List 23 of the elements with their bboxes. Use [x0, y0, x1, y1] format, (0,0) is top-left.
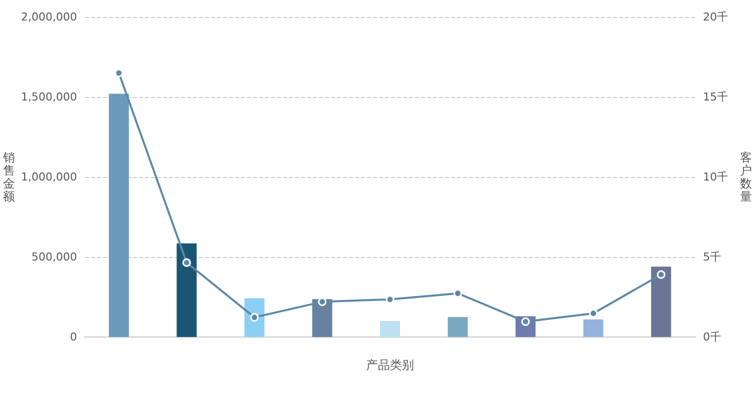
y2-tick-label: 15千: [703, 90, 728, 104]
y-axis-title: 销售金额: [2, 150, 15, 204]
bar: [108, 94, 129, 337]
point: [250, 313, 259, 322]
y-tick-label: 0: [70, 330, 77, 344]
y2-tick-label: 0千: [703, 330, 721, 344]
point: [182, 258, 191, 267]
bar: [176, 243, 197, 337]
x-axis-title: 产品类别: [366, 358, 414, 372]
y2-tick-label: 10千: [703, 170, 728, 184]
bar: [448, 317, 468, 337]
bar: [583, 319, 604, 337]
point: [521, 317, 530, 326]
y-tick-label: 1,500,000: [21, 90, 77, 104]
y2-tick-label: 20千: [703, 10, 728, 24]
point: [656, 270, 666, 279]
bar: [651, 266, 672, 337]
bar: [380, 321, 400, 337]
y-tick-label: 1,000,000: [21, 170, 77, 184]
y2-axis-title: 客户数量: [740, 150, 752, 204]
y-tick-label: 500,000: [32, 250, 77, 264]
y2-tick-label: 5千: [703, 250, 721, 264]
y-tick-label: 2,000,000: [21, 10, 77, 24]
